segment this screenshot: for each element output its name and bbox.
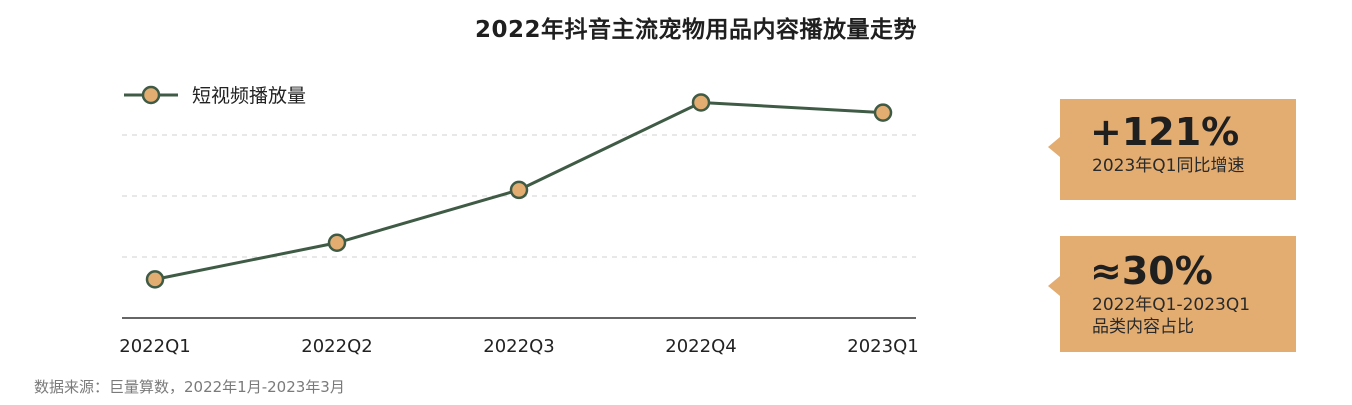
callout-value: ≈30% — [1090, 249, 1213, 293]
x-tick-label: 2022Q2 — [301, 336, 372, 357]
data-point — [145, 270, 165, 289]
data-point — [509, 180, 529, 200]
callout-pointer — [1048, 276, 1060, 296]
callout-label: 2023年Q1同比增速 — [1092, 156, 1245, 176]
gridlines — [122, 134, 916, 258]
callout-share: ≈30% 2022年Q1-2023Q1 品类内容占比 — [1048, 236, 1296, 352]
chart-title: 2022年抖音主流宠物用品内容播放量走势 — [474, 17, 917, 43]
legend: 短视频播放量 — [124, 85, 306, 107]
data-point — [691, 93, 711, 112]
callout-pointer — [1048, 137, 1060, 157]
callout-growth: +121% 2023年Q1同比增速 — [1048, 99, 1296, 200]
callout-label-line-1: 2022年Q1-2023Q1 — [1092, 295, 1251, 315]
data-source-note: 数据来源：巨量算数，2022年1月-2023年3月 — [34, 378, 345, 396]
x-tick-labels: 2022Q1 2022Q2 2022Q3 2022Q4 2023Q1 — [119, 336, 918, 357]
series — [145, 93, 893, 289]
data-point — [327, 233, 347, 253]
x-tick-label: 2023Q1 — [847, 336, 918, 357]
callout-box — [1060, 99, 1296, 200]
callout-label-line-2: 品类内容占比 — [1092, 317, 1194, 337]
x-tick-label: 2022Q3 — [483, 336, 554, 357]
callout-box — [1060, 236, 1296, 352]
legend-marker-swatch — [141, 85, 161, 105]
line-chart: 2022Q1 2022Q2 2022Q3 2022Q4 2023Q1 短视频播放量 — [119, 85, 918, 357]
x-tick-label: 2022Q4 — [665, 336, 736, 357]
callout-value: +121% — [1090, 110, 1240, 154]
legend-label: 短视频播放量 — [192, 85, 306, 107]
data-point — [873, 103, 893, 122]
x-tick-label: 2022Q1 — [119, 336, 190, 357]
